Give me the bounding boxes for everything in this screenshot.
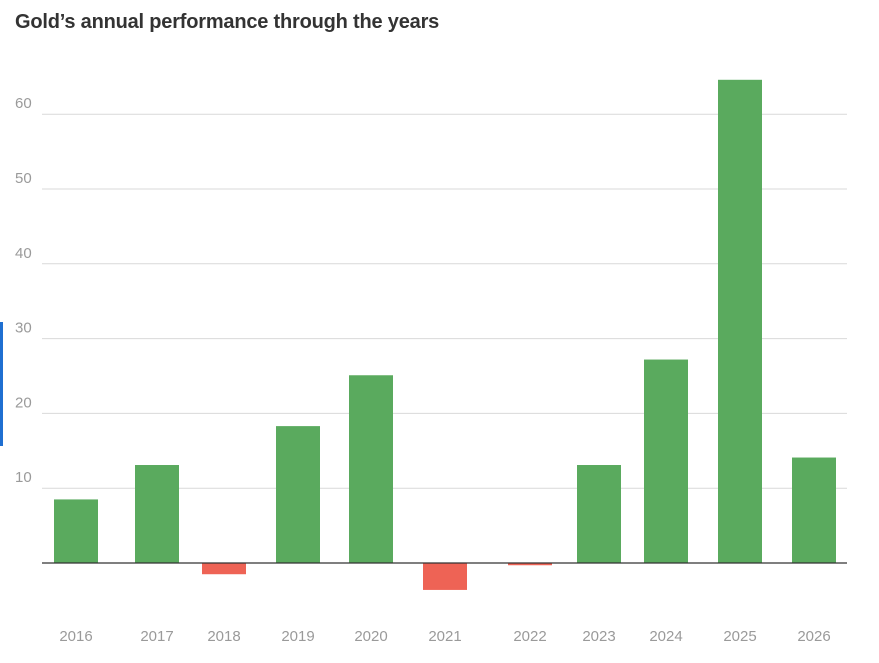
x-tick-label: 2021: [428, 628, 461, 645]
bar-2017: [135, 465, 179, 563]
x-tick-label: 2023: [582, 628, 615, 645]
x-tick-label: 2019: [281, 628, 314, 645]
x-tick-label: 2022: [513, 628, 546, 645]
x-tick-label: 2024: [649, 628, 682, 645]
x-tick-label: 2020: [354, 628, 387, 645]
accent-bar: [0, 322, 3, 446]
bar-2021: [423, 563, 467, 590]
y-tick-label: 60: [15, 95, 32, 112]
y-tick-label: 10: [15, 469, 32, 486]
x-tick-label: 2018: [207, 628, 240, 645]
y-tick-labels: 10 20 30 40 50 60: [15, 95, 32, 486]
x-tick-label: 2017: [140, 628, 173, 645]
x-tick-labels: 2016 2017 2018 2019 2020 2021 2022 2023 2024 2025…: [59, 628, 830, 645]
bar-2020: [349, 375, 393, 563]
y-tick-label: 40: [15, 245, 32, 262]
bar-2023: [577, 465, 621, 563]
y-tick-label: 20: [15, 394, 32, 411]
x-tick-label: 2016: [59, 628, 92, 645]
bar-2026: [792, 457, 836, 563]
chart-title: Gold’s annual performance through the ye…: [15, 11, 440, 33]
bar-2024: [644, 359, 688, 563]
x-tick-label: 2026: [797, 628, 830, 645]
bar-2025: [718, 79, 762, 564]
bar-2018: [202, 563, 246, 575]
bar-2022: [508, 563, 552, 566]
y-tick-label: 50: [15, 170, 32, 187]
bar-2019: [276, 426, 320, 563]
bar-2016: [54, 499, 98, 563]
bars: [54, 79, 836, 590]
y-tick-label: 30: [15, 320, 32, 337]
x-tick-label: 2025: [723, 628, 756, 645]
